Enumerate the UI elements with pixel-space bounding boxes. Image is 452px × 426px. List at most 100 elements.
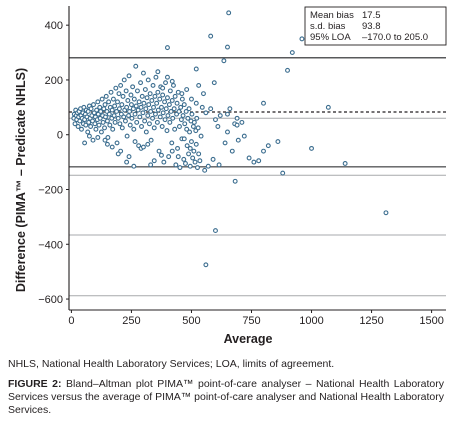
data-point: [165, 74, 170, 80]
data-point: [177, 124, 182, 129]
data-point: [213, 117, 218, 123]
data-point: [169, 98, 175, 103]
data-point: [166, 102, 172, 108]
data-point: [195, 125, 201, 131]
data-point: [198, 133, 204, 139]
data-point: [102, 102, 108, 108]
data-point: [309, 145, 314, 151]
data-point: [196, 151, 202, 157]
y-tick-label: 400: [45, 20, 63, 32]
data-point: [138, 104, 144, 110]
data-point: [178, 104, 184, 110]
data-point: [120, 93, 126, 99]
data-point: [383, 210, 389, 216]
data-point: [86, 119, 92, 125]
data-point: [208, 106, 214, 112]
data-point: [146, 121, 152, 127]
y-tick-label: −600: [38, 294, 63, 306]
stats-label: 95% LOA: [310, 32, 351, 43]
data-point: [174, 100, 180, 106]
data-point: [94, 107, 100, 113]
data-point: [168, 108, 174, 114]
data-point: [124, 133, 130, 139]
data-point: [105, 135, 111, 140]
data-point: [122, 118, 128, 124]
data-point: [121, 114, 127, 120]
data-point: [190, 124, 196, 129]
data-point: [175, 154, 181, 160]
data-point: [211, 80, 217, 86]
data-point: [169, 148, 175, 154]
data-point: [104, 118, 110, 124]
stats-legend-box: Mean bias 17.5 s.d. bias 93.8 95% LOA –170.0 …: [304, 6, 447, 46]
data-point: [229, 148, 235, 154]
data-point: [137, 114, 143, 120]
x-tick-label: 1000: [299, 315, 323, 327]
data-point: [99, 96, 105, 102]
data-point: [217, 113, 223, 118]
data-point: [194, 115, 200, 121]
data-point: [115, 115, 121, 121]
data-point: [130, 106, 136, 112]
data-point: [103, 93, 109, 99]
data-point: [197, 158, 203, 164]
data-point: [133, 103, 139, 109]
data-point: [181, 102, 187, 108]
data-point: [93, 126, 99, 132]
data-point: [130, 84, 136, 90]
data-point: [126, 73, 132, 79]
y-tick-label: 200: [45, 75, 63, 87]
data-point: [155, 89, 161, 95]
data-point: [165, 45, 170, 51]
data-point: [186, 106, 192, 112]
data-point: [128, 92, 134, 98]
data-point: [234, 115, 240, 121]
data-point: [131, 96, 137, 102]
data-point: [216, 162, 222, 168]
data-point: [180, 113, 186, 118]
data-point: [193, 66, 199, 72]
data-point: [116, 91, 122, 97]
data-point: [179, 91, 185, 97]
data-point: [215, 124, 221, 129]
data-point: [280, 170, 286, 176]
data-point: [203, 262, 209, 268]
data-point: [124, 104, 130, 110]
data-point: [155, 107, 161, 113]
data-point: [142, 87, 148, 92]
plot-area: 0 250 500 750 1000 1250 1500 −600 −400 −200 0 200 40…: [14, 6, 447, 346]
data-point: [123, 88, 129, 94]
data-point: [117, 121, 123, 127]
data-point: [163, 106, 169, 112]
data-point: [106, 111, 112, 117]
data-point: [158, 104, 164, 110]
data-point: [116, 106, 122, 112]
data-point: [226, 10, 232, 16]
data-point: [203, 110, 209, 116]
data-point: [134, 119, 140, 125]
data-point: [149, 98, 155, 103]
data-point: [164, 128, 170, 134]
x-tick-label: 500: [182, 315, 200, 327]
data-point: [234, 122, 240, 128]
data-point: [160, 85, 166, 91]
data-point: [142, 118, 148, 124]
data-point: [275, 139, 281, 145]
data-point: [127, 108, 132, 114]
data-point: [109, 144, 115, 150]
data-point: [170, 115, 176, 121]
data-point: [186, 151, 192, 157]
data-point: [147, 91, 153, 97]
data-point: [153, 74, 159, 80]
data-point: [299, 36, 305, 42]
figure-label: FIGURE 2:: [8, 378, 62, 390]
data-point: [131, 126, 137, 132]
data-point: [140, 110, 146, 116]
y-tick-label: −400: [38, 239, 63, 251]
data-point: [112, 119, 118, 125]
data-point: [251, 159, 257, 165]
data-point: [150, 115, 156, 121]
data-point: [176, 108, 182, 114]
data-point: [118, 82, 124, 88]
data-point: [145, 113, 151, 118]
